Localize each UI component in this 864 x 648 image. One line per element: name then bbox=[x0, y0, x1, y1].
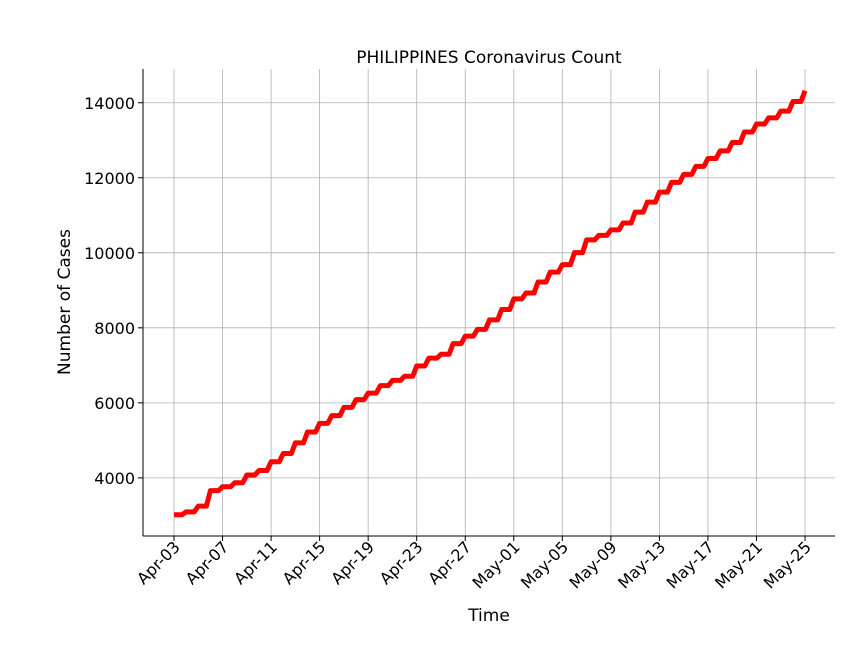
x-tick-label: May-09 bbox=[566, 537, 621, 592]
y-tick-label: 8000 bbox=[94, 319, 135, 338]
x-tick-label: Apr-15 bbox=[279, 537, 330, 588]
y-axis-title: Number of Cases bbox=[55, 229, 75, 375]
chart-title: PHILIPPINES Coronavirus Count bbox=[356, 48, 622, 68]
x-tick-label: Apr-23 bbox=[376, 537, 427, 588]
y-tick-label: 10000 bbox=[84, 244, 135, 263]
series-line bbox=[174, 89, 808, 518]
x-tick-label: May-13 bbox=[614, 537, 669, 592]
y-tick-label: 12000 bbox=[84, 169, 135, 188]
x-tick-label: May-05 bbox=[517, 537, 572, 592]
y-tick-label: 4000 bbox=[94, 469, 135, 488]
x-tick-label: May-21 bbox=[711, 537, 766, 592]
x-tick-label: Apr-07 bbox=[182, 537, 233, 588]
y-tick-label: 14000 bbox=[84, 94, 135, 113]
x-axis-title: Time bbox=[467, 606, 510, 626]
x-tick-label: Apr-19 bbox=[327, 537, 378, 588]
y-tick-label: 6000 bbox=[94, 394, 135, 413]
x-tick-label: May-25 bbox=[760, 537, 815, 592]
ticks: 400060008000100001200014000Apr-03Apr-07A… bbox=[84, 94, 815, 593]
x-tick-label: Apr-11 bbox=[230, 537, 281, 588]
grid-lines bbox=[143, 69, 835, 536]
x-tick-label: May-01 bbox=[468, 537, 523, 592]
x-tick-label: Apr-03 bbox=[133, 537, 184, 588]
x-tick-label: Apr-27 bbox=[424, 537, 475, 588]
x-tick-label: May-17 bbox=[663, 537, 718, 592]
